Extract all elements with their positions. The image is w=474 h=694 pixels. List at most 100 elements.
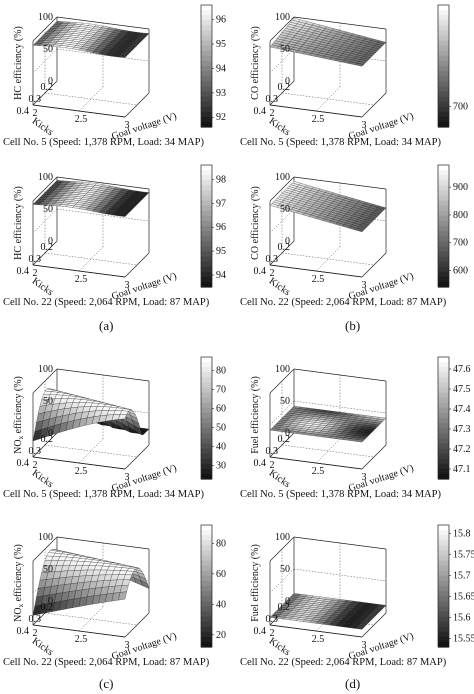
grid-line xyxy=(44,92,138,106)
colorbar-band xyxy=(201,545,212,552)
colorbar-band xyxy=(438,641,449,648)
colorbar-band xyxy=(438,418,449,424)
colorbar-tick-label: 47.2 xyxy=(453,444,471,455)
colorbar-band xyxy=(201,418,212,424)
z-tick-label: 100 xyxy=(38,12,53,23)
colorbar-tick-label: 95 xyxy=(216,246,226,257)
grid-line xyxy=(269,568,295,594)
colorbar-band xyxy=(201,530,212,536)
colorbar-band xyxy=(201,251,212,258)
colorbar-tick-label: 800 xyxy=(453,210,468,221)
colorbar-tick-label: 93 xyxy=(216,88,226,99)
colorbar-band xyxy=(438,397,449,404)
colorbar-tick-label: 47.3 xyxy=(453,424,471,435)
voltage-tick-label: 2 xyxy=(33,460,38,471)
z-tick-label: 50 xyxy=(43,44,53,55)
colorbar-band xyxy=(438,251,449,258)
colorbar-band xyxy=(201,281,212,288)
surface-mesh xyxy=(269,593,387,630)
colorbar-band xyxy=(438,30,449,37)
surface-mesh xyxy=(32,21,150,58)
colorbar-tick-label: 600 xyxy=(453,265,468,276)
colorbar-band xyxy=(438,20,449,26)
colorbar-frame xyxy=(437,524,450,648)
colorbar-tick-label: 15.75 xyxy=(453,549,474,560)
colorbar-band xyxy=(201,458,212,465)
grid-line xyxy=(78,438,104,464)
colorbar-band xyxy=(438,231,449,237)
colorbar-band xyxy=(438,246,449,253)
colorbar-band xyxy=(438,220,449,227)
colorbar-tick-label: 15.6 xyxy=(453,613,471,624)
z-tick-label: 50 xyxy=(280,44,290,55)
box-edge xyxy=(269,624,363,638)
colorbar-band xyxy=(438,96,449,103)
colorbar-band xyxy=(438,626,449,633)
colorbar-tick-label: 20 xyxy=(216,630,226,641)
colorbar-tick-label: 80 xyxy=(216,365,226,376)
surface-cell xyxy=(118,214,127,217)
colorbar-band xyxy=(438,631,449,638)
kicks-axis-label: Kicks xyxy=(267,636,293,658)
colorbar-band xyxy=(201,256,212,263)
colorbar-band xyxy=(438,190,449,197)
colorbar-band xyxy=(438,261,449,268)
colorbar-band xyxy=(201,60,212,67)
colorbar-band xyxy=(201,35,212,42)
colorbar-band xyxy=(201,438,212,445)
voltage-tick-label: 2.5 xyxy=(75,466,88,477)
colorbar-band xyxy=(201,387,212,394)
box-edge xyxy=(124,612,150,638)
caption-a-bottom: Cell No. 22 (Speed: 2,064 RPM, Load: 87 … xyxy=(3,297,210,308)
kicks-tick-label: 0.3 xyxy=(266,94,279,105)
z-tick-label: 100 xyxy=(275,532,290,543)
kicks-tick-label: 0.4 xyxy=(254,266,267,277)
colorbar-band xyxy=(438,111,449,118)
colorbar-band xyxy=(438,473,449,480)
colorbar-band xyxy=(201,55,212,62)
colorbar-band xyxy=(438,45,449,52)
colorbar-band xyxy=(438,550,449,557)
colorbar-band xyxy=(201,71,212,77)
colorbar-band xyxy=(438,616,449,623)
colorbar-band xyxy=(201,540,212,546)
box-edge xyxy=(124,444,150,470)
grid-line xyxy=(315,246,341,272)
z-tick-label: 100 xyxy=(38,172,53,183)
colorbar-tick-label: 30 xyxy=(216,461,226,472)
colorbar-tick-label: 700 xyxy=(453,102,468,113)
colorbar-band xyxy=(438,50,449,57)
grid-line xyxy=(315,86,341,112)
colorbar-band xyxy=(201,606,212,613)
kicks-tick-label: 0.4 xyxy=(17,626,30,637)
z-axis-label: NOx efficiency (%) xyxy=(13,376,25,454)
voltage-tick-label: 2 xyxy=(33,268,38,279)
colorbar-tick-label: 96 xyxy=(216,222,226,233)
z-axis-label: HC efficiency (%) xyxy=(13,26,24,100)
grid-line xyxy=(293,400,387,414)
colorbar-band xyxy=(438,185,449,192)
z-tick-label: 0 xyxy=(285,596,290,607)
box-edge xyxy=(269,104,363,118)
colorbar-band xyxy=(201,226,212,232)
colorbar-band xyxy=(201,25,212,32)
colorbar-band xyxy=(438,530,449,536)
surface-mesh xyxy=(269,181,387,233)
surface-cell xyxy=(355,228,364,233)
colorbar-tick-label: 15.55 xyxy=(453,634,474,645)
colorbar-tick-label: 47.5 xyxy=(453,384,471,395)
colorbar-band xyxy=(438,5,449,11)
grid-line xyxy=(315,438,341,464)
colorbar-band xyxy=(438,428,449,434)
colorbar-band xyxy=(438,601,449,607)
kicks-tick-label: 0.2 xyxy=(278,602,291,613)
z-tick-label: 100 xyxy=(275,364,290,375)
colorbar-band xyxy=(438,565,449,572)
kicks-tick-label: 0.2 xyxy=(278,434,291,445)
box-edge xyxy=(124,252,150,278)
colorbar-band xyxy=(201,180,212,186)
colorbar-band xyxy=(201,382,212,389)
voltage-tick-label: 3 xyxy=(125,640,130,651)
colorbar-band xyxy=(438,91,449,98)
